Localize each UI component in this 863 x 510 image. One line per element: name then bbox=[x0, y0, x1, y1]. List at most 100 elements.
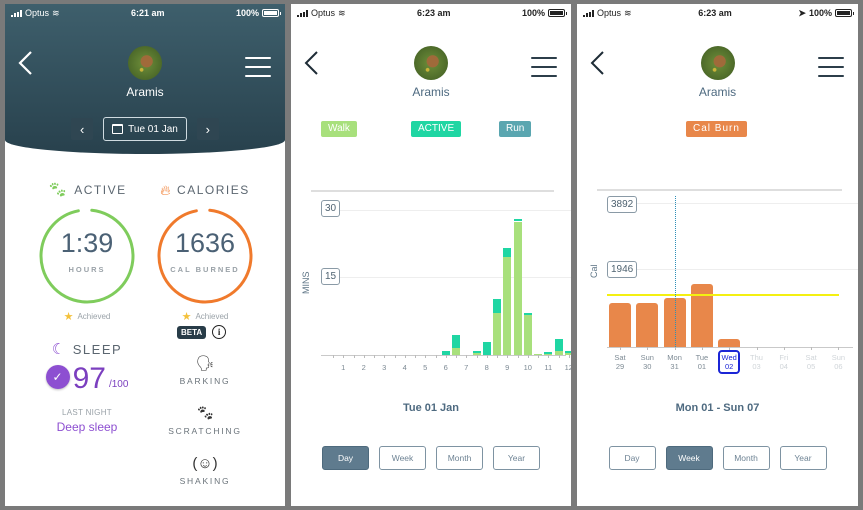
period-selector: Day Week Month Year bbox=[291, 446, 571, 470]
info-icon[interactable]: i bbox=[212, 325, 227, 339]
period-month-button[interactable]: Month bbox=[436, 446, 483, 470]
bar-walk bbox=[554, 350, 563, 355]
y-axis-label: Cal bbox=[589, 264, 599, 278]
next-day-button[interactable]: › bbox=[196, 118, 219, 140]
x-axis-tick bbox=[363, 355, 365, 358]
battery-icon bbox=[262, 9, 281, 17]
menu-button[interactable] bbox=[531, 57, 557, 77]
x-axis-tick bbox=[333, 355, 334, 358]
shaking-item[interactable]: (☺) SHAKING bbox=[165, 454, 245, 486]
y-axis-label: MINS bbox=[301, 271, 311, 295]
pet-avatar[interactable] bbox=[700, 46, 735, 80]
date-range-label: Mon 01 - Sun 07 bbox=[675, 402, 760, 414]
x-tick-label: Thu 03 bbox=[750, 353, 763, 371]
selected-day-label[interactable]: Wed 02 bbox=[718, 350, 741, 374]
y-tick-30: 30 bbox=[321, 200, 341, 217]
signal-icon bbox=[11, 9, 22, 17]
active-card[interactable]: 🐾︎ ACTIVE 1:39 HOURS ★ Achieved bbox=[27, 180, 147, 323]
clock: 6:23 am bbox=[698, 8, 732, 18]
bar-active bbox=[513, 219, 522, 222]
menu-icon bbox=[531, 57, 557, 59]
x-axis-tick bbox=[527, 355, 529, 358]
bar-active bbox=[493, 299, 501, 313]
barking-label: BARKING bbox=[179, 376, 231, 386]
period-year-button[interactable]: Year bbox=[493, 446, 540, 470]
calories-bar-chart[interactable]: 3892 1946 Cal Sat 29 Sun 30 Mon 31 Tue 01 Wed 02 T… bbox=[577, 4, 858, 404]
previous-day-button[interactable]: ‹ bbox=[71, 118, 94, 140]
status-bar: Optus ≋ 6:23 am 100% bbox=[291, 4, 571, 22]
period-day-button[interactable]: Day bbox=[322, 446, 369, 470]
moon-icon: ☾ bbox=[51, 341, 67, 358]
back-button[interactable] bbox=[15, 48, 37, 78]
back-button[interactable] bbox=[301, 48, 323, 78]
bar-active bbox=[482, 341, 491, 355]
sleep-score-max: /100 bbox=[108, 379, 129, 390]
date-range-label: Tue 01 Jan bbox=[402, 402, 460, 414]
x-tick-label: 6 bbox=[443, 363, 448, 372]
menu-button[interactable] bbox=[245, 57, 271, 77]
beta-row: BETA i bbox=[177, 325, 227, 339]
clock: 6:23 am bbox=[417, 8, 451, 18]
x-axis-tick bbox=[374, 355, 375, 358]
x-axis-tick bbox=[647, 347, 649, 350]
x-axis-tick bbox=[674, 347, 676, 350]
period-year-button[interactable]: Year bbox=[779, 446, 827, 470]
x-tick-label: 5 bbox=[423, 363, 428, 372]
pet-avatar[interactable] bbox=[414, 46, 448, 80]
x-tick-label: 9 bbox=[505, 363, 510, 372]
x-axis-tick bbox=[548, 355, 550, 358]
date-picker-button[interactable]: Tue 01 Jan bbox=[103, 117, 187, 141]
bar-calories bbox=[636, 302, 659, 347]
period-day-button[interactable]: Day bbox=[608, 446, 656, 470]
period-month-button[interactable]: Month bbox=[722, 446, 770, 470]
x-axis-tick bbox=[783, 347, 785, 350]
scratching-item[interactable]: 🐾︎ SCRATCHING bbox=[165, 404, 245, 436]
clock: 6:21 am bbox=[131, 8, 165, 18]
carrier-name: Optus bbox=[311, 8, 336, 18]
checkmark-icon: ✓ bbox=[45, 365, 70, 389]
date-navigator: ‹ Tue 01 Jan › bbox=[5, 117, 285, 141]
bar-calories bbox=[609, 302, 631, 347]
menu-button[interactable] bbox=[818, 57, 844, 77]
period-week-button[interactable]: Week bbox=[379, 446, 426, 470]
barking-item[interactable]: 🗣︎ BARKING bbox=[165, 354, 245, 386]
x-tick-label: 8 bbox=[484, 363, 489, 372]
scratching-label: SCRATCHING bbox=[168, 426, 242, 436]
beta-badge: BETA bbox=[177, 325, 207, 339]
bar-active bbox=[544, 351, 553, 355]
active-value: 1:39 bbox=[60, 228, 114, 258]
y-tick-3892: 3892 bbox=[607, 196, 638, 213]
x-axis-tick bbox=[507, 355, 509, 358]
bar-walk bbox=[564, 352, 571, 355]
x-tick-label: 4 bbox=[402, 363, 407, 372]
wifi-icon: ≋ bbox=[52, 7, 60, 18]
battery-icon bbox=[548, 9, 567, 17]
scratching-icon: 🐾︎ bbox=[195, 405, 215, 422]
x-axis-tick bbox=[384, 355, 386, 358]
date-label: Tue 01 Jan bbox=[128, 123, 178, 135]
legend-walk[interactable]: Walk bbox=[321, 121, 357, 137]
legend-cal-burn[interactable]: Cal Burn bbox=[686, 121, 747, 137]
sleep-card[interactable]: ☾ SLEEP ✓ 97 /100 LAST NIGHT Deep sleep bbox=[27, 340, 147, 434]
period-week-button[interactable]: Week bbox=[665, 446, 713, 470]
bar-walk bbox=[503, 257, 512, 355]
pet-name: Aramis bbox=[698, 85, 737, 99]
x-axis-tick bbox=[353, 355, 355, 358]
pet-avatar[interactable] bbox=[128, 46, 162, 80]
legend-active[interactable]: ACTIVE bbox=[411, 121, 462, 137]
activity-bar-chart[interactable]: 30 15 MINS 1 2 3 4 5 6 7 8 9 10 11 12 bbox=[291, 4, 571, 404]
calories-card[interactable]: 🔥︎ CALORIES 1636 CAL BURNED ★ Achieved bbox=[145, 180, 265, 323]
x-tick-label: Tue 01 bbox=[695, 353, 709, 371]
active-unit: HOURS bbox=[68, 265, 106, 274]
back-button[interactable] bbox=[587, 48, 609, 78]
battery-icon bbox=[834, 9, 854, 17]
calories-value: 1636 bbox=[174, 228, 236, 258]
x-axis-tick bbox=[394, 355, 396, 358]
bar-active bbox=[441, 350, 450, 355]
dashboard-screen: Optus ≋ 6:21 am 100% Aramis ‹ Tue 01 Jan … bbox=[5, 4, 285, 506]
legend-run[interactable]: Run bbox=[499, 121, 532, 137]
signal-icon bbox=[583, 9, 594, 17]
top-bar: Aramis bbox=[291, 22, 571, 117]
x-axis-tick bbox=[404, 355, 406, 358]
location-icon: ➤ bbox=[798, 7, 806, 18]
